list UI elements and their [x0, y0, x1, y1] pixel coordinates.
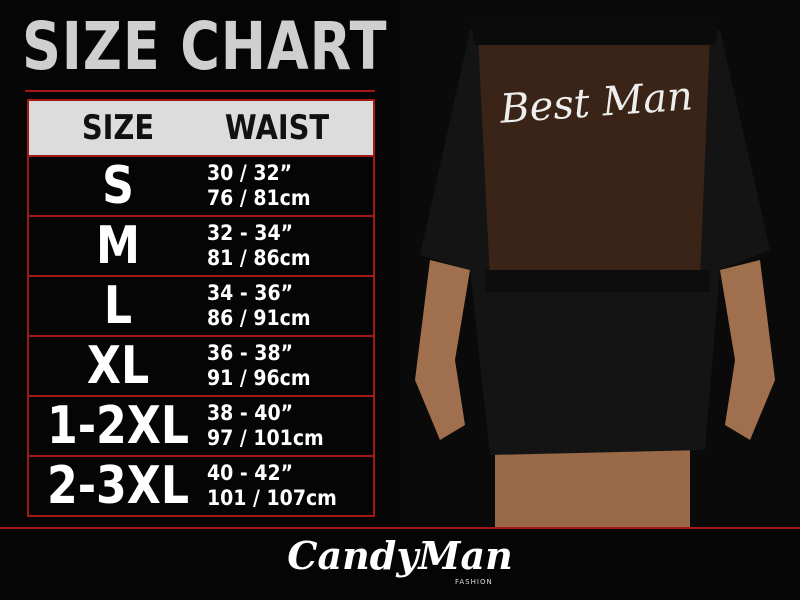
- table-header: SIZE WAIST: [29, 101, 373, 157]
- waist-inches: 34 - 36”: [207, 281, 294, 305]
- table-row: 2-3XL 40 - 42” 101 / 107cm: [29, 456, 373, 516]
- table-row: L 34 - 36” 86 / 91cm: [29, 276, 373, 337]
- table-row: 1-2XL 38 - 40” 97 / 101cm: [29, 396, 373, 457]
- waist-cm: 76 / 81cm: [207, 186, 311, 210]
- waist-cm: 101 / 107cm: [207, 486, 337, 510]
- waist-inches: 32 - 34”: [207, 221, 294, 245]
- waist-cell: 40 - 42” 101 / 107cm: [207, 461, 337, 511]
- left-arm: [415, 260, 470, 440]
- legs: [495, 450, 690, 527]
- belt: [485, 270, 710, 292]
- size-cell: 1-2XL: [46, 396, 190, 456]
- waist-cm: 97 / 101cm: [207, 426, 324, 450]
- size-cell: 2-3XL: [46, 456, 190, 516]
- size-cell: M: [96, 216, 140, 276]
- table-row: S 30 / 32” 76 / 81cm: [29, 156, 373, 217]
- waist-inches: 38 - 40”: [207, 401, 294, 425]
- header-cell: SIZE: [81, 108, 155, 148]
- waist-inches: 40 - 42”: [207, 461, 294, 485]
- size-cell: S: [102, 156, 134, 216]
- size-cell: L: [103, 276, 133, 336]
- waist-cell: 34 - 36” 86 / 91cm: [207, 281, 311, 331]
- waist-cm: 91 / 96cm: [207, 366, 311, 390]
- table-row: M 32 - 34” 81 / 86cm: [29, 216, 373, 277]
- waist-cell: 32 - 34” 81 / 86cm: [207, 221, 311, 271]
- size-table: SIZE WAIST S 30 / 32” 76 / 81cm M 32 - 34” 81 /…: [27, 99, 375, 517]
- waist-cell: 36 - 38” 91 / 96cm: [207, 341, 311, 391]
- mesh-back: [478, 35, 710, 280]
- waist-cm: 86 / 91cm: [207, 306, 311, 330]
- table-row: XL 36 - 38” 91 / 96cm: [29, 336, 373, 397]
- collar: [470, 20, 720, 45]
- waist-cell: 30 / 32” 76 / 81cm: [207, 161, 311, 211]
- logo: CandyMan: [287, 533, 513, 578]
- waist-cm: 81 / 86cm: [207, 246, 311, 270]
- size-cell: XL: [86, 336, 150, 396]
- right-arm: [720, 260, 775, 440]
- logo-tagline: FASHION: [455, 578, 493, 586]
- photo: [415, 20, 775, 527]
- title: SIZE CHART: [22, 8, 388, 85]
- waist-inches: 36 - 38”: [207, 341, 294, 365]
- waist-inches: 30 / 32”: [207, 161, 293, 185]
- divider: [25, 90, 375, 92]
- divider: [0, 527, 800, 529]
- waist-cell: 38 - 40” 97 / 101cm: [207, 401, 324, 451]
- header-cell: WAIST: [224, 108, 330, 148]
